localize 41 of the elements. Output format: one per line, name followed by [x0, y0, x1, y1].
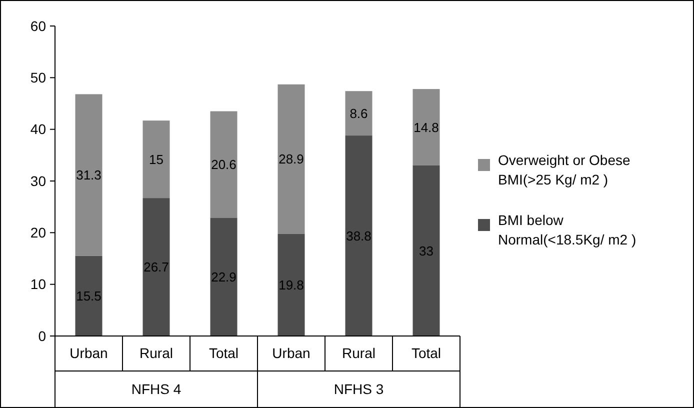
y-tick-label: 50 — [30, 70, 46, 86]
y-tick-label: 20 — [30, 224, 46, 241]
bar — [412, 89, 440, 166]
bar — [75, 94, 102, 256]
data-label: 33 — [419, 243, 434, 258]
data-label: 8.6 — [350, 106, 368, 121]
bar — [278, 84, 305, 234]
data-label: 28.9 — [278, 152, 304, 167]
data-label: 19.8 — [278, 277, 304, 292]
y-tick-label: 40 — [30, 121, 46, 138]
y-tick-label: 10 — [30, 276, 46, 292]
legend-label: BMI below Normal(<18.5Kg/ m2 ) — [498, 212, 636, 248]
data-label: 38.8 — [346, 228, 372, 244]
x-tick-label: Rural — [140, 345, 173, 361]
bar — [142, 198, 170, 336]
legend-label: Overweight or Obese BMI(>25 Kg/ m2 ) — [498, 152, 630, 188]
data-label: 26.7 — [144, 260, 169, 275]
data-label: 31.3 — [76, 168, 102, 183]
x-tick-label: Urban — [272, 345, 310, 361]
y-tick-label: 0 — [38, 328, 46, 344]
bar — [278, 234, 305, 336]
data-label: 20.6 — [211, 157, 236, 172]
y-tick-label: 30 — [30, 172, 46, 189]
bar — [412, 166, 440, 336]
x-tick-label: Total — [411, 345, 442, 361]
x-tick-label: Total — [208, 345, 239, 361]
data-label: 15 — [149, 152, 164, 167]
x-tick-label: Rural — [342, 345, 376, 361]
bar — [345, 136, 372, 336]
bar — [210, 111, 238, 218]
text: NFHS 3 — [334, 381, 384, 397]
data-label: 22.9 — [211, 269, 236, 284]
bar — [345, 91, 372, 136]
data-label: 14.8 — [414, 120, 439, 135]
y-tick-label: 60 — [30, 18, 46, 34]
data-label: 15.5 — [76, 288, 102, 304]
bar — [75, 256, 102, 336]
text: NFHS 4 — [131, 381, 182, 397]
bar — [142, 120, 170, 198]
bar — [210, 218, 238, 336]
x-tick-label: Urban — [70, 345, 108, 361]
